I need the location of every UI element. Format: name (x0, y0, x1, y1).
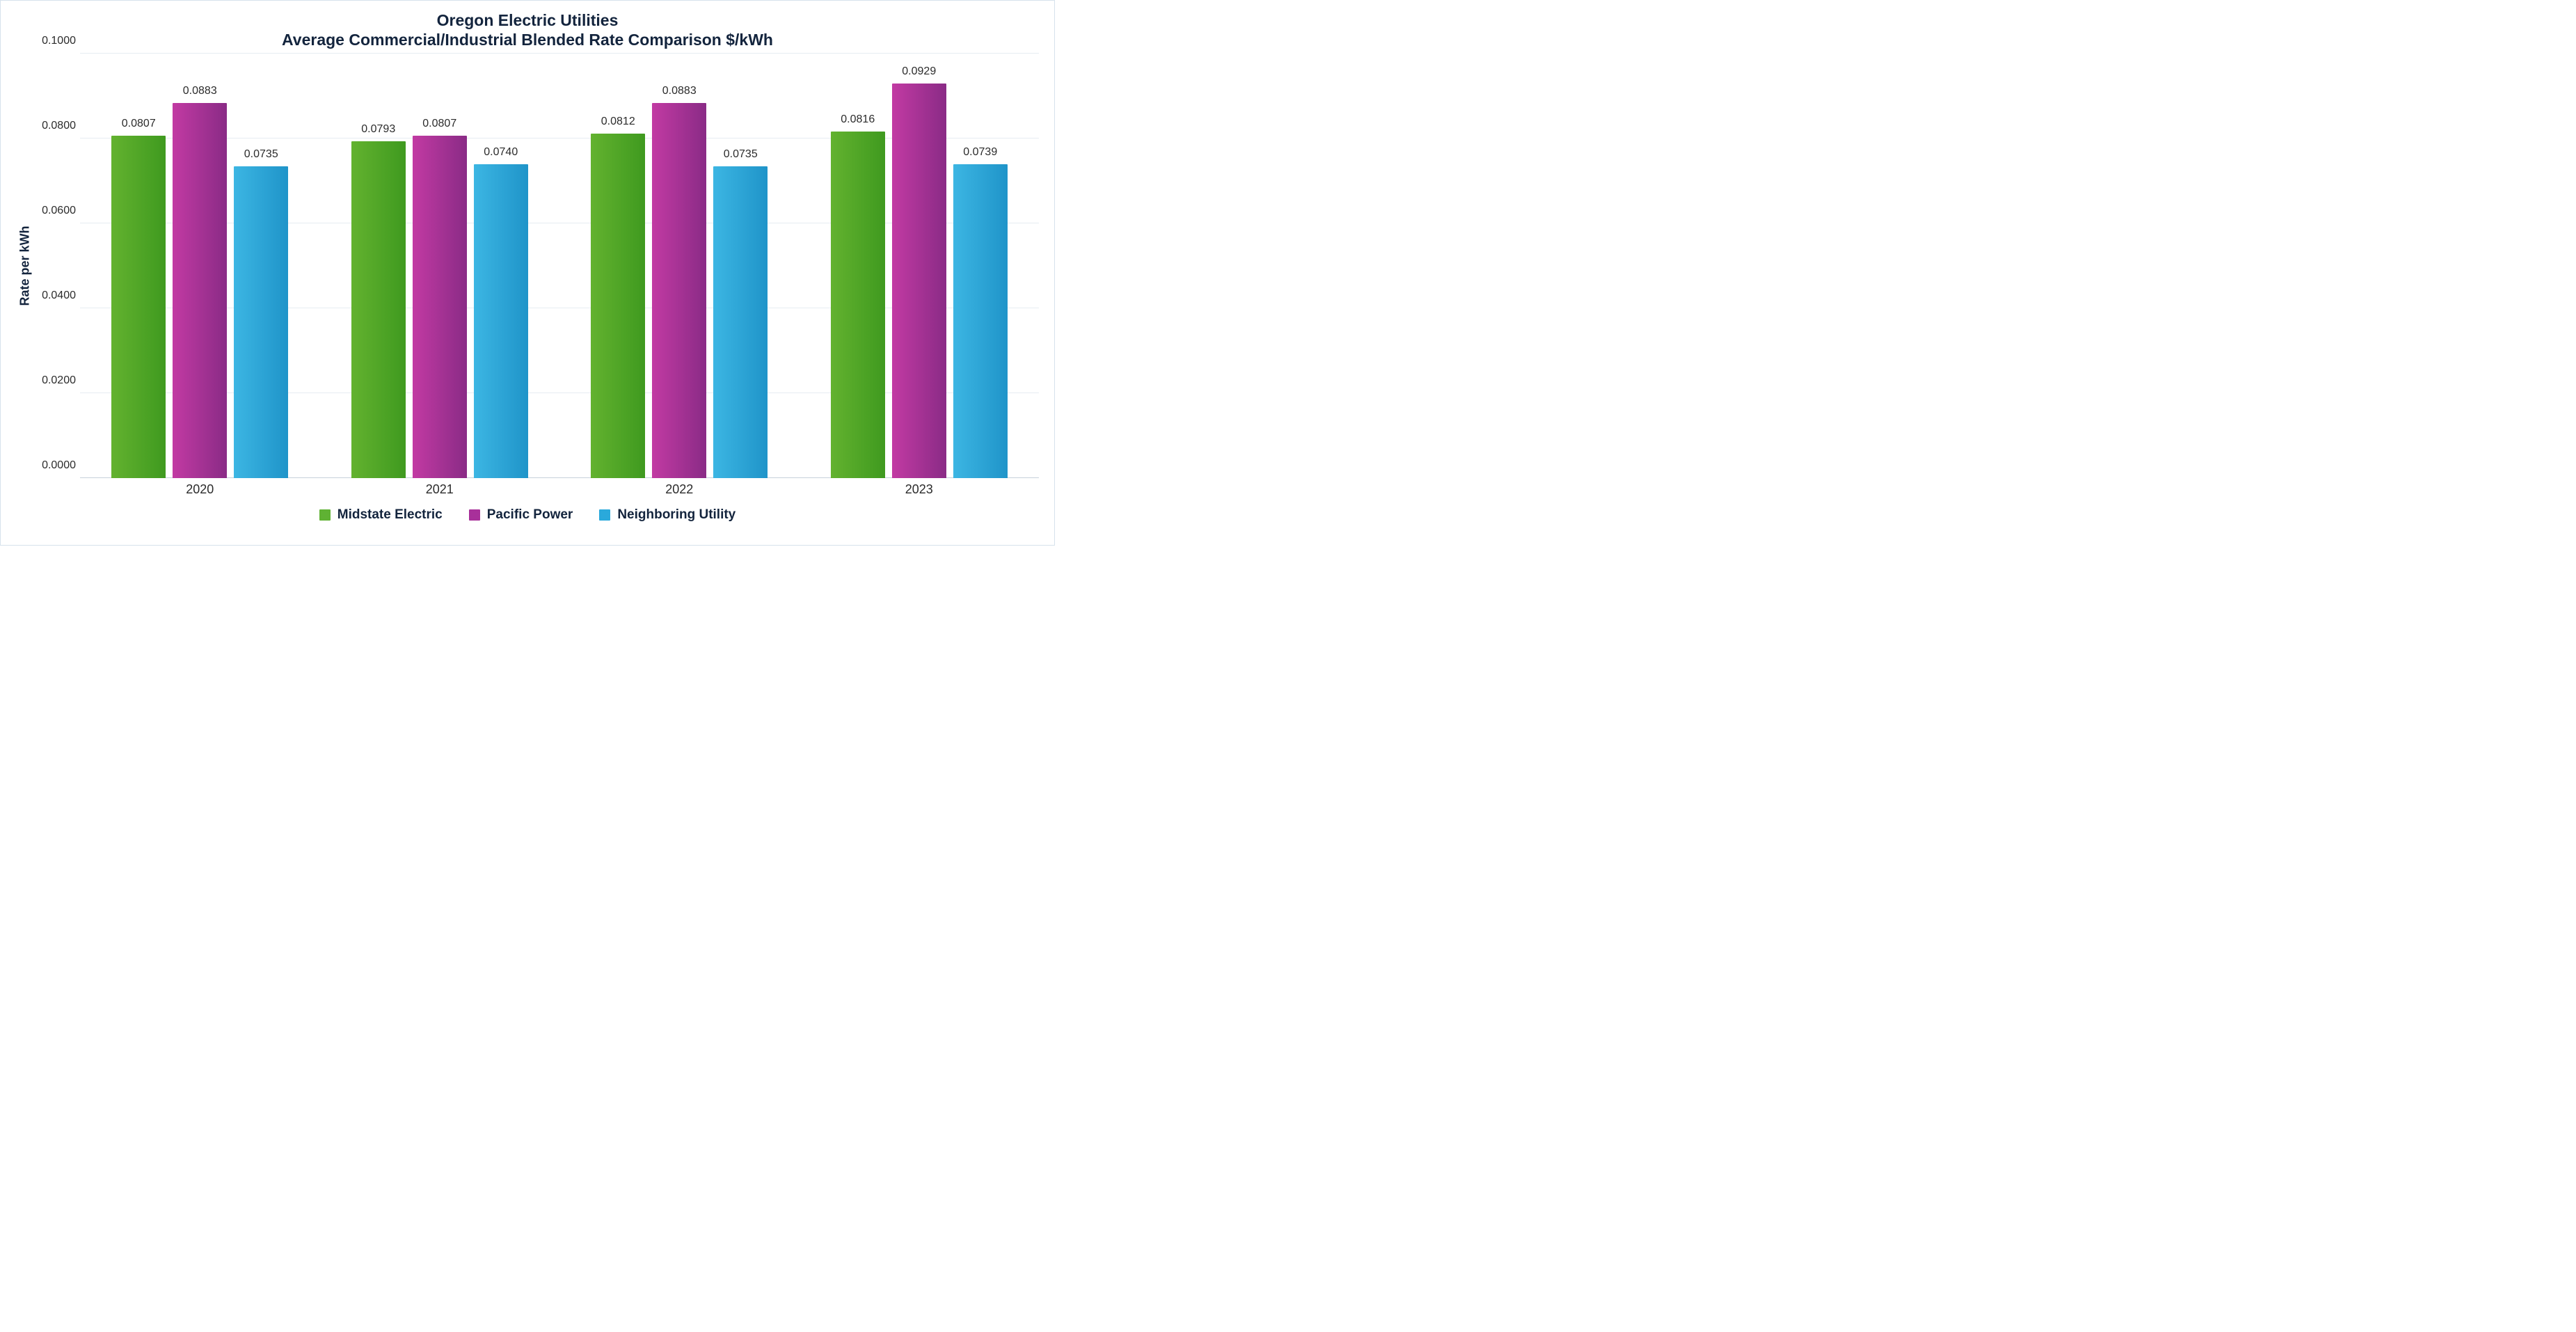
bar-value-label: 0.0812 (601, 116, 635, 128)
bar-value-label: 0.0735 (244, 148, 278, 161)
bar: 0.0883 (173, 103, 227, 478)
bar-value-label: 0.0883 (183, 85, 217, 97)
bar-value-label: 0.0807 (122, 118, 156, 130)
bar: 0.0740 (474, 164, 528, 478)
legend-item: Pacific Power (469, 507, 573, 523)
bar-value-label: 0.0883 (662, 85, 697, 97)
plot-row: Rate per kWh 0.0000 0.0200 0.0400 0.0600 0.0… (16, 54, 1039, 478)
bar-group: 0.08070.08830.0735 (80, 54, 320, 478)
bar: 0.0807 (111, 136, 166, 478)
bar-group: 0.08160.09290.0739 (800, 54, 1040, 478)
bar: 0.0735 (713, 166, 768, 478)
bar: 0.0735 (234, 166, 288, 478)
bar: 0.0816 (831, 132, 885, 478)
bar-group: 0.07930.08070.0740 (320, 54, 560, 478)
bar: 0.0929 (892, 84, 946, 478)
y-axis-ticks: 0.00000.02000.04000.06000.08000.1000 (34, 54, 80, 478)
chart-frame: Oregon Electric Utilities Average Commer… (0, 0, 1055, 546)
legend-label: Pacific Power (487, 507, 573, 523)
x-tick-label: 2022 (665, 482, 693, 497)
plot-area: 0.08070.08830.07350.07930.08070.07400.08… (80, 54, 1039, 478)
legend: Midstate Electric Pacific Power Neighborin… (16, 507, 1039, 523)
chart-title-line-1: Oregon Electric Utilities (16, 10, 1039, 30)
y-tick-label: 0.0800 (42, 120, 76, 132)
y-tick-label: 0.0200 (42, 374, 76, 387)
bar-group: 0.08120.08830.0735 (559, 54, 800, 478)
y-tick-label: 0.0000 (42, 459, 76, 472)
bar-value-label: 0.0793 (361, 123, 395, 136)
y-axis-label: Rate per kWh (18, 226, 33, 306)
legend-label: Midstate Electric (337, 507, 443, 523)
y-tick-label: 0.0400 (42, 290, 76, 302)
bar: 0.0807 (413, 136, 467, 478)
bar-value-label: 0.0739 (963, 146, 997, 159)
x-tick-label: 2020 (186, 482, 214, 497)
bar: 0.0739 (953, 164, 1008, 478)
x-tick-label: 2023 (905, 482, 933, 497)
y-axis-label-column: Rate per kWh (16, 54, 34, 478)
bar-value-label: 0.0735 (724, 148, 758, 161)
legend-label: Neighboring Utility (617, 507, 736, 523)
bar: 0.0812 (591, 134, 645, 478)
bar-value-label: 0.0929 (902, 65, 936, 78)
legend-swatch (599, 509, 610, 521)
chart-title-line-2: Average Commercial/Industrial Blended Ra… (16, 30, 1039, 49)
bar-value-label: 0.0816 (841, 113, 875, 126)
bar: 0.0793 (351, 141, 406, 478)
bar: 0.0883 (652, 103, 706, 478)
bar-value-label: 0.0740 (484, 146, 518, 159)
x-axis: 2020 2021 2022 2023 (80, 482, 1039, 502)
bar-value-label: 0.0807 (422, 118, 456, 130)
x-axis-row: 2020 2021 2022 2023 (16, 482, 1039, 502)
x-axis-spacer (16, 482, 80, 502)
y-tick-label: 0.0600 (42, 205, 76, 217)
legend-swatch (319, 509, 331, 521)
legend-item: Neighboring Utility (599, 507, 736, 523)
y-tick-label: 0.1000 (42, 35, 76, 47)
chart-title: Oregon Electric Utilities Average Commer… (16, 10, 1039, 49)
x-tick-label: 2021 (426, 482, 454, 497)
legend-swatch (469, 509, 480, 521)
legend-item: Midstate Electric (319, 507, 443, 523)
